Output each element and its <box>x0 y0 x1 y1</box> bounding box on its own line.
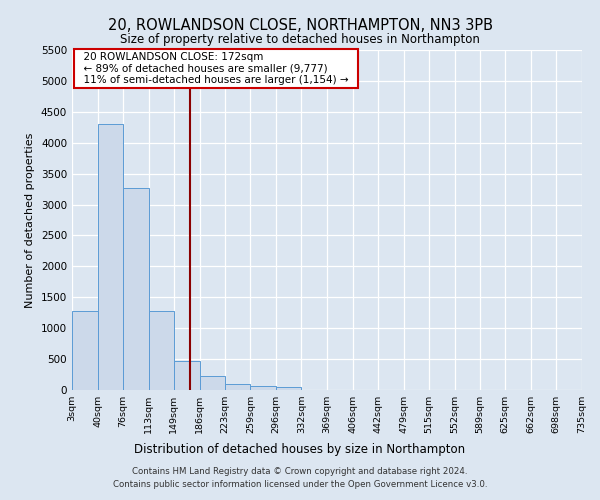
Text: Size of property relative to detached houses in Northampton: Size of property relative to detached ho… <box>120 32 480 46</box>
Text: Contains HM Land Registry data © Crown copyright and database right 2024.: Contains HM Land Registry data © Crown c… <box>132 467 468 476</box>
Text: Contains public sector information licensed under the Open Government Licence v3: Contains public sector information licen… <box>113 480 487 489</box>
Text: 20 ROWLANDSON CLOSE: 172sqm  
  ← 89% of detached houses are smaller (9,777)  
 : 20 ROWLANDSON CLOSE: 172sqm ← 89% of det… <box>77 52 355 85</box>
Text: 20, ROWLANDSON CLOSE, NORTHAMPTON, NN3 3PB: 20, ROWLANDSON CLOSE, NORTHAMPTON, NN3 3… <box>107 18 493 32</box>
Text: Distribution of detached houses by size in Northampton: Distribution of detached houses by size … <box>134 442 466 456</box>
Bar <box>250 386 276 390</box>
Bar <box>225 384 250 390</box>
Bar <box>149 312 174 390</box>
Bar <box>199 376 225 390</box>
Y-axis label: Number of detached properties: Number of detached properties <box>25 132 35 308</box>
Bar <box>123 188 149 390</box>
Bar <box>276 386 301 390</box>
Bar <box>98 124 123 390</box>
Bar <box>174 361 199 390</box>
Bar <box>72 312 98 390</box>
